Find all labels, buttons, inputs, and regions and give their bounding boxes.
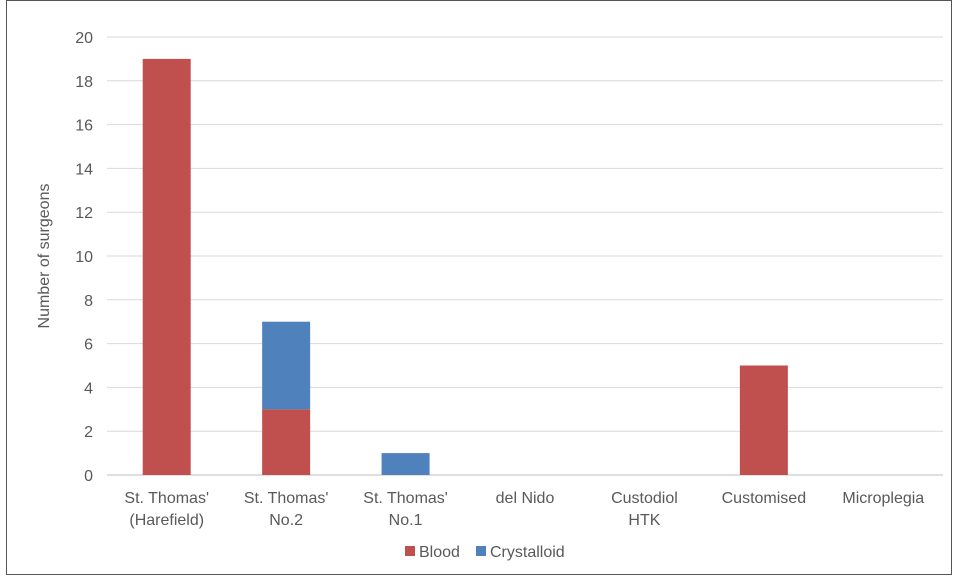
legend-swatch-blood	[405, 546, 415, 556]
bars	[142, 58, 788, 476]
x-tick-label-line: (Harefield)	[129, 512, 204, 529]
y-tick-label: 6	[84, 337, 93, 354]
x-tick-label-line: St. Thomas'	[124, 490, 209, 507]
bar-chart: 0 2 4 6 8 10 12 14 16 18 20 St. Thomas' (Harefield)…	[36, 30, 943, 561]
bar-crystalloid-1	[262, 321, 311, 410]
x-tick-label: Custodiol HTK	[611, 490, 678, 529]
bar-blood-5	[739, 365, 788, 475]
y-tick-label: 2	[84, 424, 93, 441]
y-tick-label: 20	[75, 30, 93, 47]
y-tick-label: 16	[75, 118, 93, 135]
x-tick-label: St. Thomas' (Harefield)	[124, 490, 209, 529]
x-tick-label-line: St. Thomas'	[363, 490, 448, 507]
y-axis-ticks: 0 2 4 6 8 10 12 14 16 18 20	[75, 30, 93, 485]
y-tick-label: 14	[75, 161, 93, 178]
y-tick-label: 0	[84, 468, 93, 485]
y-tick-label: 12	[75, 205, 93, 222]
bar-blood-0	[142, 58, 191, 476]
x-tick-label-line: No.1	[389, 512, 423, 529]
y-tick-label: 4	[84, 380, 93, 397]
x-tick-label-line: Microplegia	[842, 490, 924, 507]
x-tick-label-line: HTK	[628, 512, 660, 529]
x-tick-label: del Nido	[496, 490, 555, 507]
x-tick-label-line: del Nido	[496, 490, 555, 507]
bar-crystalloid-2	[381, 453, 430, 475]
x-tick-label: St. Thomas' No.1	[363, 490, 448, 529]
y-tick-label: 10	[75, 249, 93, 266]
x-tick-label: St. Thomas' No.2	[244, 490, 329, 529]
gridlines	[107, 36, 943, 476]
y-axis-title: Number of surgeons	[36, 184, 53, 329]
x-tick-label-line: No.2	[269, 512, 303, 529]
legend: Blood Crystalloid	[405, 544, 565, 561]
bar-blood-1	[262, 409, 311, 475]
x-tick-label: Microplegia	[842, 490, 924, 507]
chart-frame: 0 2 4 6 8 10 12 14 16 18 20 St. Thomas' (Harefield)…	[6, 0, 952, 575]
x-axis-labels: St. Thomas' (Harefield)St. Thomas' No.2St.…	[124, 490, 924, 529]
legend-label-blood: Blood	[419, 544, 460, 561]
y-tick-label: 8	[84, 293, 93, 310]
legend-swatch-crystalloid	[476, 546, 486, 556]
x-tick-label: Customised	[722, 490, 806, 507]
y-tick-label: 18	[75, 74, 93, 91]
x-tick-label-line: Customised	[722, 490, 806, 507]
x-tick-label-line: St. Thomas'	[244, 490, 329, 507]
x-tick-label-line: Custodiol	[611, 490, 678, 507]
legend-label-crystalloid: Crystalloid	[490, 544, 565, 561]
